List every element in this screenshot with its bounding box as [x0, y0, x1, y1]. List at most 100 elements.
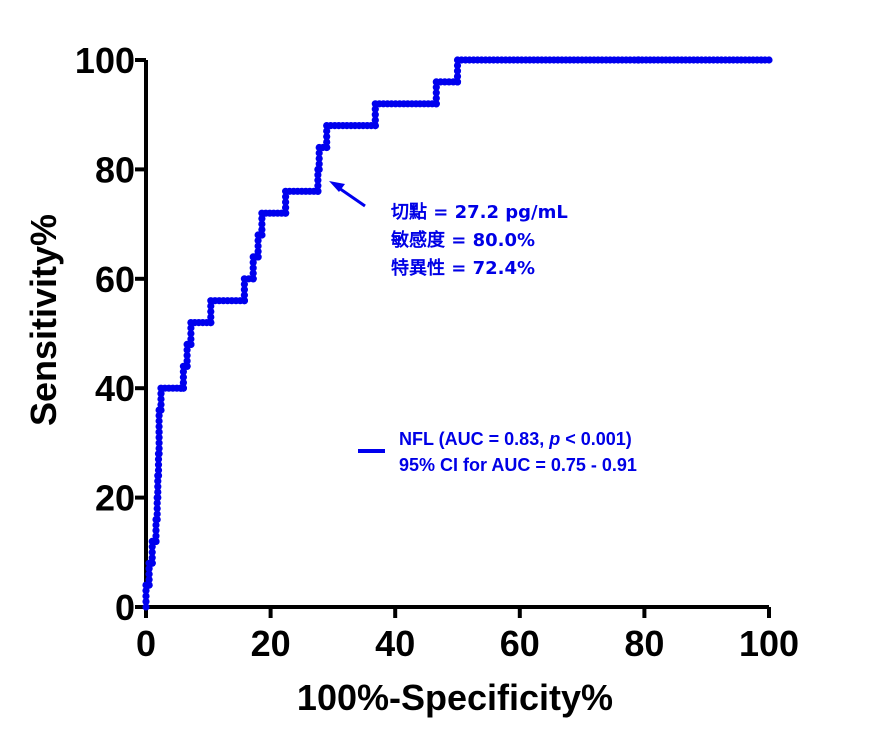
roc-point [145, 576, 153, 584]
roc-point [432, 83, 440, 91]
roc-point [145, 565, 153, 573]
roc-point [254, 247, 262, 255]
x-tick-label: 100 [739, 623, 799, 664]
axes: 0 20 40 60 80 100 0 20 40 60 80 100 [75, 40, 799, 664]
legend: NFL (AUC = 0.83, p < 0.001) 95% CI for A… [358, 429, 637, 475]
roc-point [371, 105, 379, 113]
roc-point [187, 329, 195, 338]
x-tick-label: 40 [375, 623, 415, 664]
roc-curve [144, 58, 769, 607]
y-tick-label: 0 [115, 587, 135, 628]
roc-point [155, 428, 163, 436]
roc-point [179, 368, 187, 376]
roc-point [323, 143, 331, 152]
roc-point [152, 537, 160, 546]
roc-point [207, 308, 215, 316]
roc-point [155, 412, 163, 420]
x-axis-title: 100%-Specificity% [297, 677, 613, 718]
roc-point [315, 154, 323, 163]
roc-point [148, 548, 156, 556]
roc-point [142, 592, 150, 600]
roc-point [249, 275, 257, 283]
roc-step-line [144, 58, 769, 607]
roc-point [157, 395, 165, 403]
roc-point [371, 111, 379, 119]
roc-point [154, 472, 163, 480]
roc-point [315, 160, 323, 168]
annotation-specificity: 特異性 = 72.4% [391, 257, 535, 279]
roc-point [155, 433, 163, 441]
roc-point [187, 335, 195, 343]
roc-point [148, 543, 156, 551]
roc-point [323, 138, 331, 146]
annotation-arrow-head [329, 181, 345, 192]
y-tick-label: 60 [95, 259, 135, 300]
roc-point [179, 384, 187, 392]
roc-point [254, 253, 262, 261]
roc-point [765, 56, 773, 64]
roc-point [183, 351, 191, 359]
annotation-cutoff: 切點 = 27.2 pg/mL [391, 202, 568, 223]
x-tick-label: 20 [251, 623, 291, 664]
roc-point [142, 587, 150, 595]
roc-point [155, 444, 163, 452]
roc-point [432, 94, 440, 102]
roc-point [254, 236, 262, 245]
x-tick-label: 0 [136, 623, 156, 664]
roc-point [157, 406, 165, 414]
roc-point [183, 346, 191, 354]
roc-point [258, 220, 266, 228]
annotation-sensitivity: 敏感度 = 80.0% [390, 229, 535, 251]
y-tick-label: 80 [95, 149, 135, 190]
roc-point [314, 171, 322, 179]
roc-point [153, 515, 161, 524]
roc-point [157, 401, 165, 409]
roc-point [282, 193, 290, 201]
x-tick-label: 80 [624, 623, 664, 664]
roc-point [453, 72, 462, 80]
roc-point [148, 554, 156, 562]
roc-point [187, 340, 195, 348]
roc-point [453, 61, 462, 70]
roc-point [249, 269, 257, 277]
roc-point [371, 122, 379, 130]
legend-label-line1: NFL (AUC = 0.83, p < 0.001) [399, 429, 632, 449]
roc-point [154, 461, 163, 469]
roc-point [323, 133, 331, 141]
roc-point [314, 187, 322, 195]
roc-point [183, 362, 191, 370]
roc-point [258, 231, 266, 239]
roc-point [154, 494, 162, 502]
roc-point [453, 67, 462, 75]
x-tick-label: 60 [500, 623, 540, 664]
roc-point [432, 89, 440, 97]
roc-point [315, 149, 323, 157]
roc-point [142, 597, 150, 606]
roc-point [240, 297, 248, 305]
roc-point [153, 504, 161, 513]
roc-point [315, 165, 323, 173]
roc-point [153, 499, 161, 507]
roc-point [154, 466, 163, 474]
roc-point [154, 455, 163, 463]
roc-point [249, 264, 257, 272]
roc-point [142, 603, 150, 611]
roc-point [153, 510, 161, 518]
roc-point [240, 280, 248, 288]
roc-point [179, 379, 187, 387]
roc-point [155, 450, 163, 458]
roc-point [155, 417, 163, 425]
roc-markers [142, 56, 773, 611]
y-tick-label: 100 [75, 40, 135, 81]
y-tick-label: 20 [95, 478, 135, 519]
roc-point [145, 581, 153, 589]
roc-point [314, 182, 322, 190]
roc-point [157, 390, 165, 398]
roc-point [207, 319, 215, 327]
roc-point [148, 559, 156, 567]
y-axis-title: Sensitivity% [23, 214, 64, 426]
roc-point [152, 521, 160, 529]
roc-point [323, 127, 331, 135]
roc-point [154, 488, 162, 496]
